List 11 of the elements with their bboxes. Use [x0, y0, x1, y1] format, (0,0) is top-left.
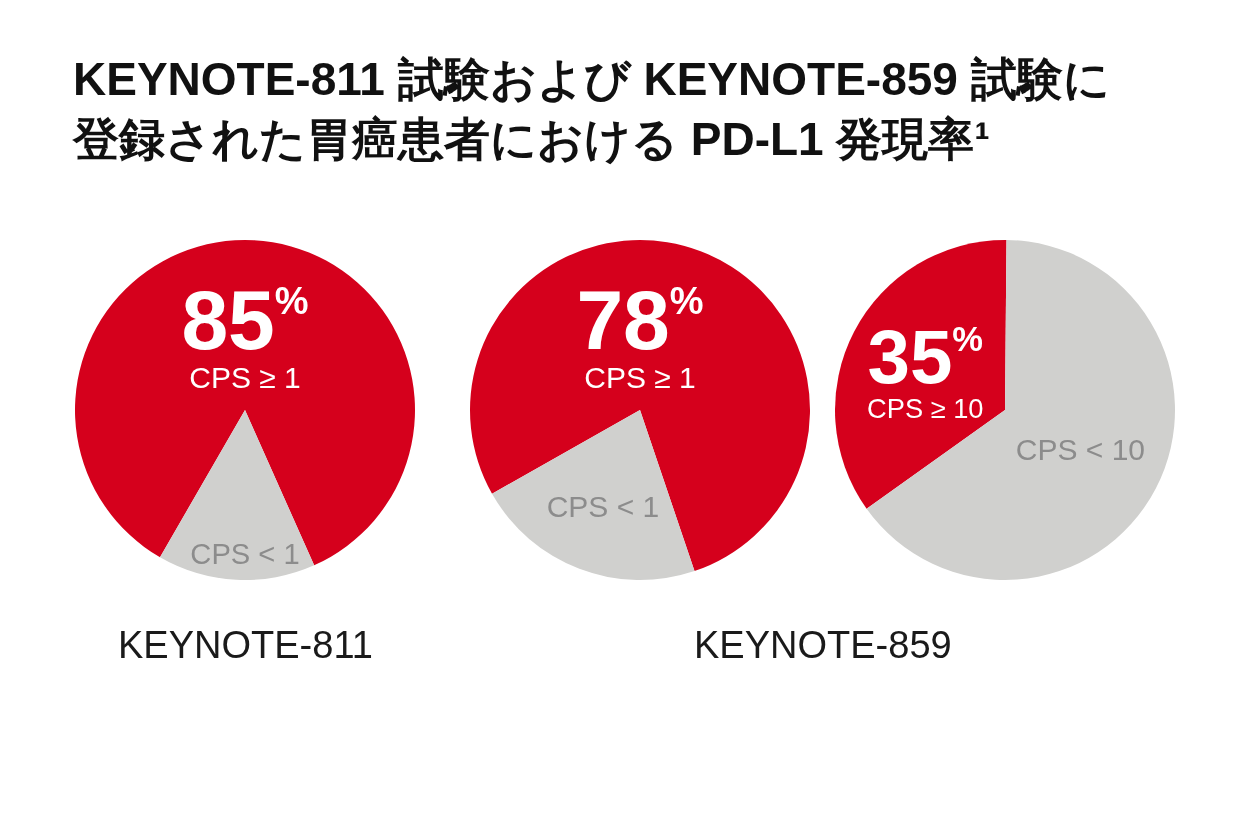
- pie-slice: [492, 410, 695, 580]
- text: KEYNOTE-811 試験および KEYNOTE-859 試験に登録された胃癌患者における PD-L1 発現率¹: [72, 53, 1110, 165]
- text: KEYNOTE-859: [694, 624, 952, 666]
- pie-slice: [470, 240, 810, 572]
- pie-slice: [75, 240, 415, 566]
- slice-label: CPS < 10: [1015, 432, 1146, 466]
- text: KEYNOTE-811: [118, 624, 373, 666]
- slice-label: CPS < 1: [190, 538, 300, 571]
- pie-slice: [866, 240, 1175, 580]
- slice-label: CPS < 1: [546, 490, 660, 524]
- pie-slice: [160, 410, 315, 580]
